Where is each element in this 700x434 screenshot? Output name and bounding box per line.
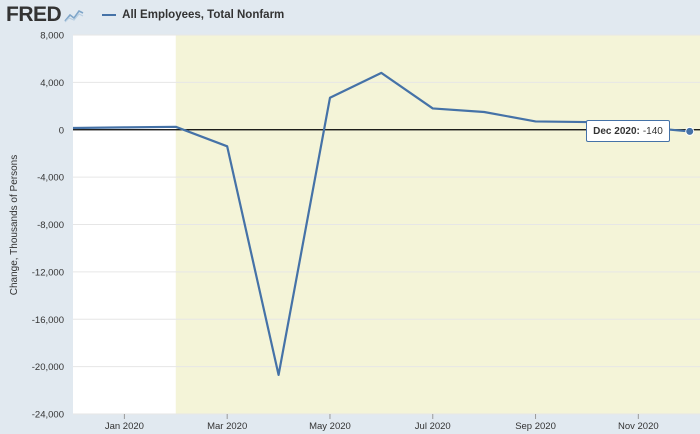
y-tick-label: 0	[59, 125, 64, 136]
y-tick-label: -20,000	[32, 362, 64, 373]
tooltip-value: -140	[642, 125, 663, 137]
x-tick-label: Nov 2020	[618, 421, 659, 432]
y-axis-label: Change, Thousands of Persons	[9, 155, 20, 295]
line-chart: 8,000 4,000 0 -4,000 -8,000 -12,000 -16,000 -20…	[9, 31, 700, 432]
x-tick-label: May 2020	[309, 421, 351, 432]
x-tick-label: Sep 2020	[515, 421, 556, 432]
y-tick-label: -12,000	[32, 267, 64, 278]
chart-header: FRED All Employees, Total Nonfarm	[0, 0, 700, 30]
y-tick-label: -4,000	[37, 173, 64, 184]
y-tick-label: -8,000	[37, 220, 64, 231]
tooltip-date: Dec 2020:	[593, 125, 640, 137]
legend-item[interactable]: All Employees, Total Nonfarm	[102, 9, 284, 21]
x-tick-label: Jul 2020	[415, 421, 451, 432]
y-tick-label: 8,000	[40, 31, 64, 42]
y-tick-label: -24,000	[32, 410, 64, 421]
legend-label: All Employees, Total Nonfarm	[122, 9, 285, 21]
line-chart-icon	[64, 9, 84, 23]
y-tick-label: 4,000	[40, 78, 64, 89]
x-tick-label: Jan 2020	[105, 421, 144, 432]
data-tooltip: Dec 2020: -140	[586, 120, 670, 142]
legend-line-marker	[102, 14, 117, 16]
logo-text: FRED	[6, 3, 62, 26]
fred-logo[interactable]: FRED	[6, 3, 84, 27]
y-tick-label: -16,000	[32, 315, 64, 326]
hover-point	[685, 126, 695, 136]
x-tick-label: Mar 2020	[207, 421, 247, 432]
